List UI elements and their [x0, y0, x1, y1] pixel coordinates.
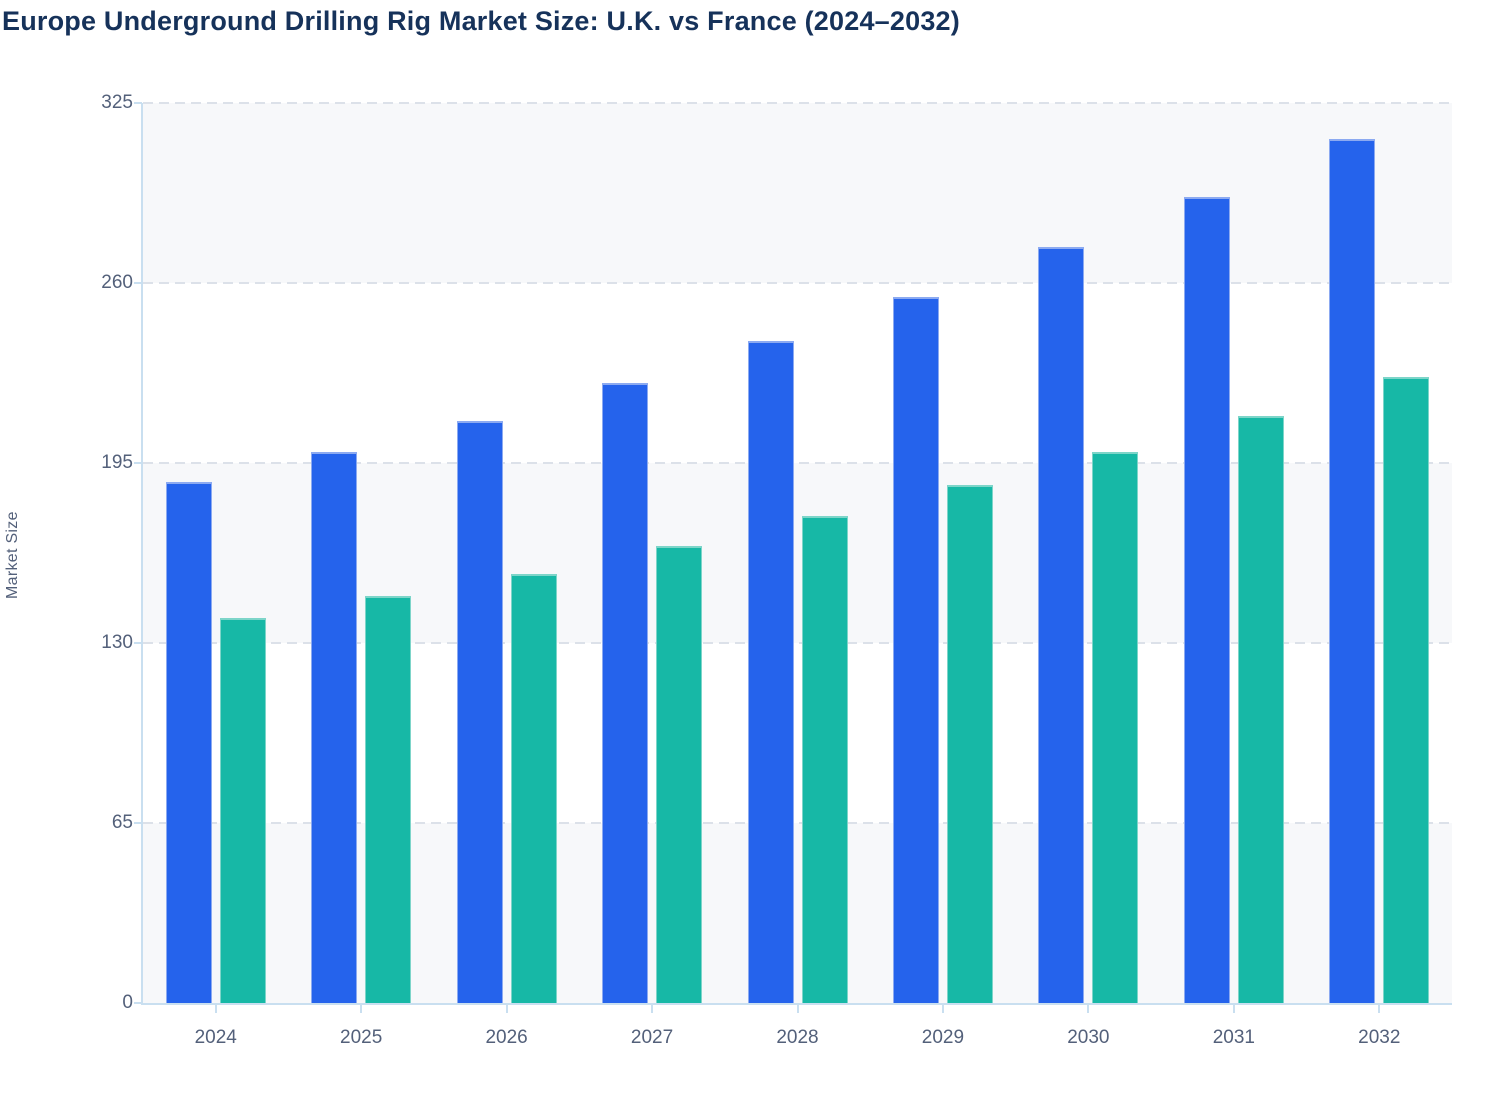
y-tick-label-195: 195 — [101, 452, 133, 473]
x-tick-label-2026: 2026 — [485, 1027, 528, 1048]
y-axis-title: Market Size — [4, 511, 21, 599]
x-tick-label-2025: 2025 — [340, 1027, 383, 1048]
x-axis-tick-2025 — [360, 1005, 363, 1013]
y-axis-tick-130 — [134, 642, 142, 644]
bar-france-2032[interactable] — [1383, 377, 1430, 1003]
bar-france-2026[interactable] — [510, 573, 557, 1003]
gridline-195 — [143, 462, 1452, 464]
alternate-band-0-65 — [143, 823, 1452, 1003]
bar-france-2027[interactable] — [656, 546, 703, 1003]
x-tick-label-2031: 2031 — [1212, 1027, 1255, 1048]
gridline-325 — [143, 102, 1452, 104]
x-tick-label-2024: 2024 — [194, 1027, 237, 1048]
bar-france-2028[interactable] — [801, 515, 848, 1003]
plot-area — [143, 102, 1452, 1003]
x-tick-label-2030: 2030 — [1067, 1027, 1110, 1048]
x-axis-tick-2027 — [651, 1005, 654, 1013]
chart-title: Europe Underground Drilling Rig Market S… — [2, 6, 960, 36]
bar-uk-2032[interactable] — [1329, 139, 1376, 1003]
x-tick-label-2028: 2028 — [776, 1027, 819, 1048]
gridline-65 — [143, 822, 1452, 824]
y-axis-tick-325 — [134, 102, 142, 104]
y-tick-label-260: 260 — [101, 272, 133, 293]
x-axis-tick-2026 — [505, 1005, 508, 1013]
x-axis-tick-2024 — [214, 1005, 217, 1013]
bar-uk-2026[interactable] — [456, 421, 503, 1003]
x-axis-tick-2032 — [1378, 1005, 1381, 1013]
bar-uk-2031[interactable] — [1183, 197, 1230, 1003]
bar-france-2031[interactable] — [1237, 415, 1284, 1003]
alternate-band-130-195 — [143, 463, 1452, 643]
x-tick-label-2032: 2032 — [1358, 1027, 1401, 1048]
y-axis-tick-260 — [134, 282, 142, 284]
bar-uk-2028[interactable] — [747, 341, 794, 1003]
bar-uk-2024[interactable] — [165, 482, 212, 1003]
y-tick-label-130: 130 — [101, 632, 133, 653]
x-axis-tick-2030 — [1087, 1005, 1090, 1013]
y-axis-tick-0 — [134, 1002, 142, 1004]
bar-france-2030[interactable] — [1092, 451, 1139, 1003]
bar-uk-2025[interactable] — [311, 451, 358, 1003]
y-tick-label-65: 65 — [111, 812, 133, 833]
bar-france-2024[interactable] — [219, 618, 266, 1003]
x-axis-line — [141, 1003, 1452, 1005]
bar-france-2029[interactable] — [946, 485, 993, 1003]
y-axis-tick-195 — [134, 462, 142, 464]
gridline-260 — [143, 282, 1452, 284]
y-axis-tick-65 — [134, 822, 142, 824]
bar-uk-2027[interactable] — [602, 382, 649, 1003]
y-tick-label-325: 325 — [101, 92, 133, 113]
x-axis-tick-2031 — [1232, 1005, 1235, 1013]
y-tick-label-0: 0 — [122, 992, 133, 1013]
x-tick-label-2029: 2029 — [921, 1027, 965, 1048]
bar-uk-2030[interactable] — [1038, 247, 1085, 1003]
alternate-band-260-325 — [143, 103, 1452, 283]
bar-uk-2029[interactable] — [892, 296, 939, 1003]
x-axis-tick-2028 — [796, 1005, 799, 1013]
x-tick-label-2027: 2027 — [630, 1027, 674, 1048]
bar-france-2025[interactable] — [365, 595, 412, 1003]
gridline-130 — [143, 642, 1452, 644]
x-axis-tick-2029 — [941, 1005, 944, 1013]
y-axis-line — [141, 103, 143, 1003]
